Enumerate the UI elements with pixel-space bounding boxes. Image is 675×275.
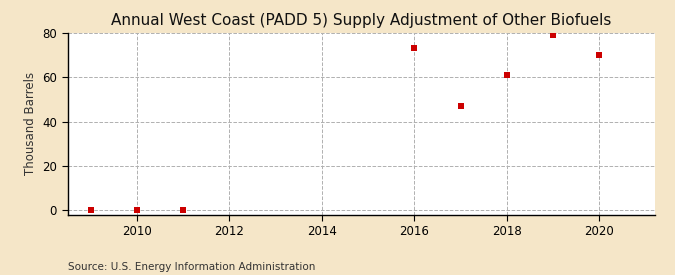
Point <box>132 208 142 212</box>
Point <box>547 33 558 37</box>
Point <box>455 104 466 108</box>
Text: Source: U.S. Energy Information Administration: Source: U.S. Energy Information Administ… <box>68 262 315 272</box>
Point <box>594 53 605 57</box>
Point <box>409 46 420 51</box>
Title: Annual West Coast (PADD 5) Supply Adjustment of Other Biofuels: Annual West Coast (PADD 5) Supply Adjust… <box>111 13 612 28</box>
Point <box>178 208 188 212</box>
Point <box>502 73 512 77</box>
Point <box>85 208 96 212</box>
Y-axis label: Thousand Barrels: Thousand Barrels <box>24 72 36 175</box>
